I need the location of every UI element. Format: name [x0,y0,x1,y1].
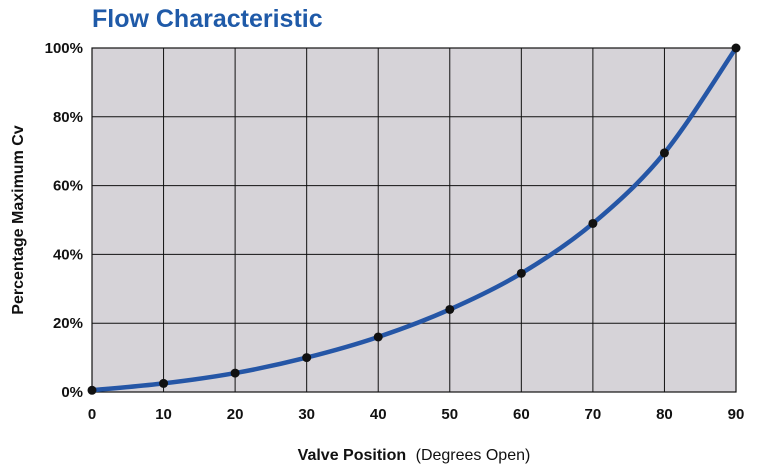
x-tick-label: 10 [155,406,172,423]
y-tick-label: 20% [53,315,83,332]
x-tick-label: 40 [370,406,387,423]
y-axis-label: Percentage Maximum Cv [10,125,27,315]
data-point [588,218,598,228]
plot-frame [91,47,737,393]
chart-title: Flow Characteristic [92,5,323,33]
x-tick-label: 60 [513,406,530,423]
y-tick-label: 0% [61,384,83,401]
x-axis-label: Valve Position (Degrees Open) [298,447,531,464]
x-tick-label: 0 [88,406,96,423]
data-point [159,378,169,388]
data-point [516,268,526,278]
x-axis-ticks: 0 10 20 30 40 50 60 70 80 90 [88,406,745,423]
data-point [731,43,741,53]
axes [91,47,737,393]
x-tick-label: 50 [441,406,458,423]
data-point [230,368,240,378]
y-tick-label: 80% [53,109,83,126]
x-axis-label-bold: Valve Position [298,447,406,464]
data-point [373,332,383,342]
data-point [87,385,97,395]
series-line [89,45,739,393]
x-tick-label: 80 [656,406,673,423]
y-tick-label: 40% [53,246,83,263]
x-tick-label: 70 [585,406,602,423]
data-point [659,148,669,158]
y-tick-label: 60% [53,178,83,195]
data-point [302,353,312,363]
y-tick-label: 100% [45,40,83,57]
data-point [445,304,455,314]
x-tick-label: 20 [227,406,244,423]
x-tick-label: 90 [728,406,745,423]
y-axis-ticks: 0% 20% 40% 60% 80% 100% [45,40,83,401]
data-points [87,43,741,395]
plot-background [92,48,736,392]
x-axis-label-light: (Degrees Open) [416,447,531,464]
x-tick-label: 30 [298,406,315,423]
